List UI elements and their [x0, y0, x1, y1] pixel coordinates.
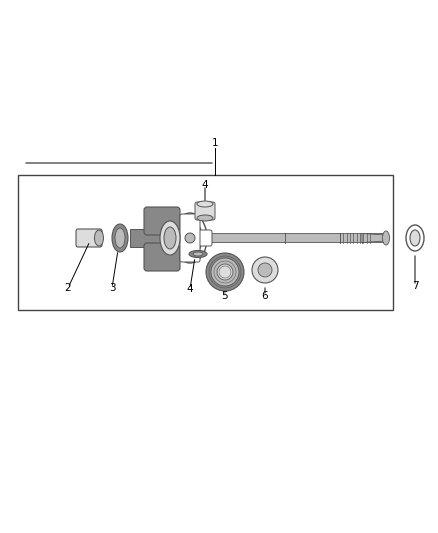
- Polygon shape: [362, 233, 386, 243]
- Ellipse shape: [160, 221, 180, 255]
- Ellipse shape: [164, 227, 176, 249]
- FancyBboxPatch shape: [195, 202, 215, 220]
- Ellipse shape: [197, 201, 213, 207]
- Text: 3: 3: [109, 283, 115, 293]
- Bar: [18, 175, 393, 310]
- Text: 7: 7: [412, 281, 418, 291]
- Ellipse shape: [197, 215, 213, 221]
- FancyBboxPatch shape: [168, 230, 212, 246]
- Ellipse shape: [189, 251, 207, 257]
- Ellipse shape: [173, 213, 207, 263]
- Ellipse shape: [193, 252, 203, 256]
- Ellipse shape: [410, 230, 420, 246]
- Text: 5: 5: [222, 291, 228, 301]
- Ellipse shape: [217, 264, 233, 280]
- Ellipse shape: [258, 263, 272, 277]
- Bar: [130, 229, 170, 247]
- Ellipse shape: [178, 219, 202, 257]
- Text: 1: 1: [212, 138, 218, 148]
- Ellipse shape: [382, 231, 389, 245]
- Ellipse shape: [211, 258, 239, 286]
- Text: 4: 4: [201, 180, 208, 190]
- Ellipse shape: [115, 228, 125, 248]
- Ellipse shape: [95, 230, 103, 246]
- Bar: [195, 233, 386, 242]
- Ellipse shape: [185, 233, 195, 243]
- FancyBboxPatch shape: [144, 243, 180, 271]
- Ellipse shape: [206, 253, 244, 291]
- FancyBboxPatch shape: [180, 214, 200, 262]
- Text: 2: 2: [65, 283, 71, 293]
- Ellipse shape: [252, 257, 278, 283]
- Text: 4: 4: [187, 284, 193, 294]
- Ellipse shape: [112, 224, 128, 252]
- Ellipse shape: [406, 225, 424, 251]
- Text: 6: 6: [261, 291, 268, 301]
- FancyBboxPatch shape: [76, 229, 102, 247]
- FancyBboxPatch shape: [144, 207, 180, 235]
